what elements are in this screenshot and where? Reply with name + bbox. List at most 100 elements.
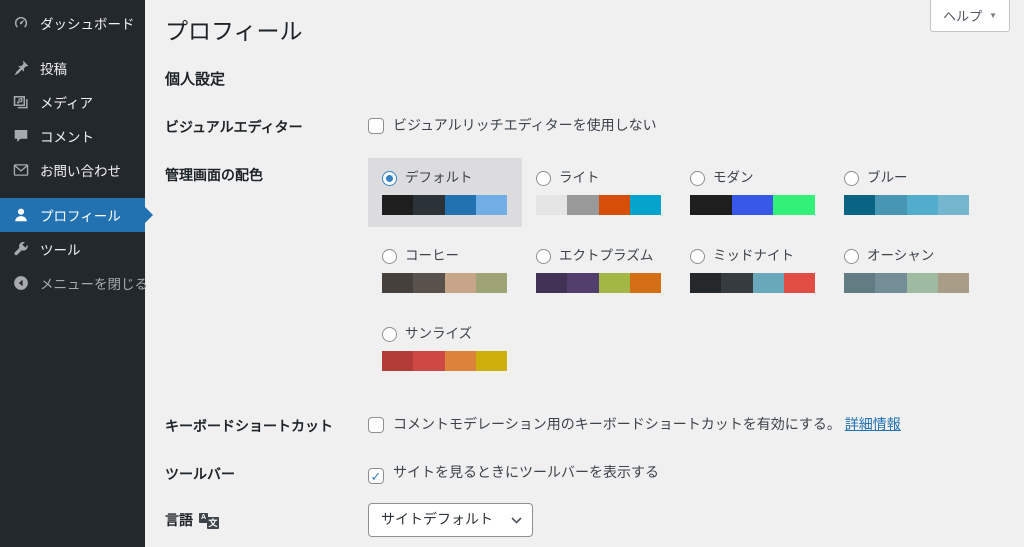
color-swatch: [629, 195, 661, 216]
language-label: 言語: [165, 512, 193, 529]
visual-editor-checkbox-label[interactable]: ビジュアルリッチエディターを使用しない: [393, 116, 657, 133]
color-scheme-light[interactable]: ライト: [522, 158, 676, 227]
color-scheme-blue[interactable]: ブルー: [830, 158, 984, 227]
language-select-value: サイトデフォルト: [381, 511, 493, 528]
color-scheme-radio-sunrise[interactable]: [382, 327, 397, 343]
color-scheme-name: ブルー: [867, 170, 908, 186]
keyboard-shortcuts-checkbox[interactable]: ✓: [368, 417, 384, 434]
color-scheme-swatches: [690, 273, 815, 294]
sidebar-item-comments[interactable]: コメント: [0, 119, 145, 153]
keyboard-shortcuts-label: キーボードショートカット: [165, 418, 333, 435]
sidebar-item-label: プロフィール: [40, 209, 121, 224]
toolbar-label: ツールバー: [165, 465, 235, 482]
color-swatch: [382, 273, 414, 294]
color-swatch: [598, 273, 630, 294]
media-icon: [11, 92, 31, 112]
color-scheme-radio-light[interactable]: [536, 171, 551, 187]
color-scheme-default[interactable]: デフォルト: [368, 158, 522, 228]
chevron-down-icon: ▼: [989, 11, 997, 20]
wrench-icon: [11, 239, 31, 259]
color-scheme-coffee[interactable]: コーヒー: [368, 236, 522, 305]
chevron-down-icon: [511, 517, 522, 524]
mail-icon: [11, 160, 31, 180]
profile-page: ヘルプ ▼ プロフィール 個人設定 ビジュアルエディター ✓ ビジュアルリッチエデ…: [145, 0, 1024, 547]
visual-editor-checkbox[interactable]: ✓: [368, 117, 384, 134]
color-scheme-radio-modern[interactable]: [690, 171, 705, 187]
color-swatch: [690, 273, 722, 294]
sidebar-item-dashboard[interactable]: ダッシュボード: [0, 6, 145, 40]
sidebar-item-label: お問い合わせ: [40, 164, 121, 179]
color-swatch: [536, 273, 568, 294]
help-button-label: ヘルプ: [943, 9, 983, 24]
color-swatch: [875, 273, 907, 294]
color-swatch: [444, 195, 476, 216]
color-swatch: [444, 351, 476, 372]
page-title: プロフィール: [165, 18, 303, 44]
language-select[interactable]: サイトデフォルト: [368, 503, 533, 537]
toolbar-checkbox-label[interactable]: サイトを見るときにツールバーを表示する: [393, 463, 659, 480]
admin-sidebar: ダッシュボード投稿 メディアコメントお問い合わせ プロフィールツール メニューを閉じる: [0, 0, 153, 547]
color-swatch: [413, 195, 445, 216]
color-swatch: [413, 351, 445, 372]
color-scheme-radio-blue[interactable]: [844, 171, 859, 187]
color-scheme-ocean[interactable]: オーシャン: [830, 236, 984, 305]
admin-color-label: 管理画面の配色: [165, 167, 263, 184]
sidebar-separator: [0, 40, 145, 51]
sidebar-item-label: ダッシュボード: [40, 17, 135, 32]
color-swatch: [906, 195, 938, 216]
color-scheme-swatches: [536, 273, 661, 294]
color-scheme-name: デフォルト: [405, 170, 473, 186]
color-swatch: [690, 195, 732, 216]
color-scheme-radio-coffee[interactable]: [382, 249, 397, 265]
sidebar-item-posts[interactable]: 投稿: [0, 51, 145, 85]
visual-editor-label: ビジュアルエディター: [165, 118, 303, 135]
color-swatch: [844, 273, 876, 294]
color-scheme-name: オーシャン: [867, 248, 935, 264]
help-button[interactable]: ヘルプ ▼: [930, 0, 1010, 32]
color-swatch: [382, 195, 414, 216]
color-scheme-swatches: [690, 195, 816, 216]
sidebar-item-label: コメント: [40, 130, 94, 145]
color-scheme-radio-midnight[interactable]: [690, 249, 705, 265]
color-scheme-sunrise[interactable]: サンライズ: [368, 314, 522, 383]
dashboard-icon: [11, 13, 31, 33]
color-scheme-modern[interactable]: モダン: [676, 158, 830, 227]
color-scheme-radio-default[interactable]: [382, 171, 397, 187]
color-swatch: [567, 195, 599, 216]
collapse-icon: [11, 273, 31, 293]
color-swatch: [413, 273, 445, 294]
color-scheme-radio-ectoplasm[interactable]: [536, 249, 551, 265]
sidebar-item-media[interactable]: メディア: [0, 85, 145, 119]
color-swatch: [536, 195, 568, 216]
color-swatch: [598, 195, 630, 216]
sidebar-item-contact[interactable]: お問い合わせ: [0, 153, 145, 187]
color-scheme-swatches: [844, 195, 969, 216]
color-scheme-swatches: [536, 195, 661, 216]
sidebar-item-profile[interactable]: プロフィール: [0, 198, 153, 232]
sidebar-item-tools[interactable]: ツール: [0, 232, 145, 266]
section-title-personal-options: 個人設定: [165, 70, 226, 88]
color-swatch: [721, 273, 753, 294]
comment-icon: [11, 126, 31, 146]
sidebar-separator: [0, 187, 145, 198]
color-swatch: [475, 195, 507, 216]
color-scheme-ectoplasm[interactable]: エクトプラズム: [522, 236, 676, 305]
keyboard-shortcuts-details-link[interactable]: 詳細情報: [844, 416, 901, 433]
check-icon: ✓: [370, 468, 382, 484]
keyboard-shortcuts-checkbox-label[interactable]: コメントモデレーション用のキーボードショートカットを有効にする。: [393, 416, 841, 433]
color-swatch: [444, 273, 476, 294]
color-scheme-radio-ocean[interactable]: [844, 249, 859, 265]
color-scheme-swatches: [382, 195, 507, 216]
user-icon: [11, 205, 31, 225]
color-scheme-swatches: [382, 273, 507, 294]
sidebar-item-collapse-menu[interactable]: メニューを閉じる: [0, 266, 148, 300]
color-swatch: [752, 273, 784, 294]
color-scheme-grid: デフォルト ライト モダン ブルーコーヒー エクトプラズム ミッドナイト オーシャンサンライ…: [368, 158, 1008, 383]
toolbar-checkbox[interactable]: ✓: [368, 467, 384, 484]
sidebar-menu: ダッシュボード投稿 メディアコメントお問い合わせ プロフィールツール メニューを閉じる: [0, 6, 153, 300]
color-scheme-midnight[interactable]: ミッドナイト: [676, 236, 830, 305]
color-scheme-name: サンライズ: [405, 326, 473, 342]
color-scheme-name: モダン: [713, 170, 754, 186]
